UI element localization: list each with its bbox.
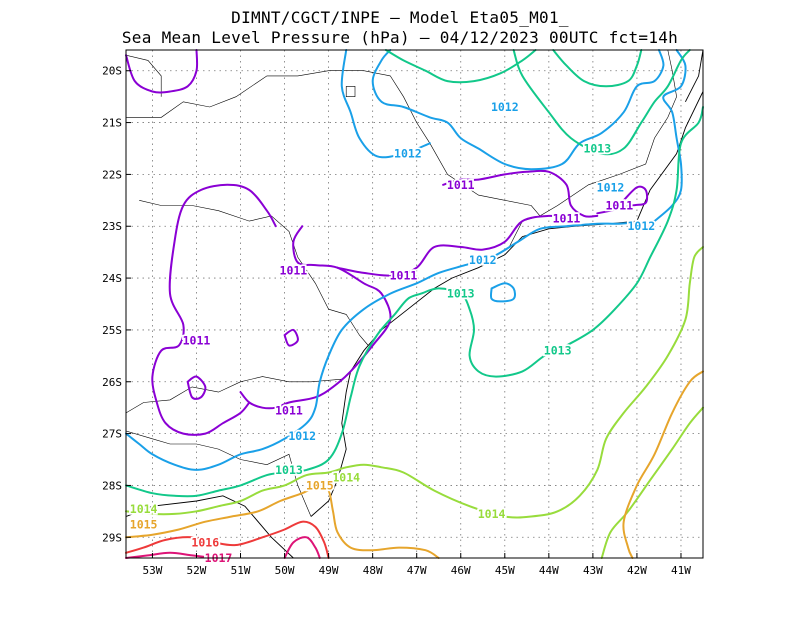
state-line xyxy=(126,70,541,217)
isobar-1011 xyxy=(239,225,392,410)
isobar-1012 xyxy=(653,49,687,223)
isobar-label: 1015 xyxy=(130,517,158,531)
isobar-1016 xyxy=(125,520,330,559)
isobar-label: 1012 xyxy=(469,253,497,267)
isobar-1013 xyxy=(125,106,704,498)
isobar-label: 1016 xyxy=(191,535,219,549)
isobar-1017 xyxy=(283,536,321,559)
lake-line xyxy=(345,86,356,97)
isobar-label: 1012 xyxy=(491,100,519,114)
isobar-1015 xyxy=(622,370,704,559)
isobar-1012 xyxy=(340,49,431,159)
isobar-1011 xyxy=(283,328,299,347)
isobar-1011 xyxy=(442,169,599,218)
isobar-1012 xyxy=(371,49,665,171)
isobar-1012 xyxy=(489,282,516,303)
map-title-line2: Sea Mean Level Pressure (hPa) — 04/12/20… xyxy=(121,28,679,47)
political-borders xyxy=(125,49,704,559)
isobar-label: 1014 xyxy=(332,471,360,485)
lat-tick-label: 26S xyxy=(102,376,122,389)
lon-tick-label: 53W xyxy=(142,564,162,577)
axis-ticks: 53W 52W 51W 50W 49W 48W 47W 46W 45W 44W 43W 42W 41W 2… xyxy=(102,65,691,577)
coast-line xyxy=(684,49,704,103)
isobar-label: 1013 xyxy=(447,287,475,301)
isobar-label: 1011 xyxy=(553,211,581,225)
lon-tick-label: 41W xyxy=(671,564,691,577)
lat-tick-label: 23S xyxy=(102,220,122,233)
isobar-1013 xyxy=(552,49,643,88)
lat-tick-label: 24S xyxy=(102,272,122,285)
coast-line xyxy=(125,495,294,559)
lat-tick-label: 25S xyxy=(102,324,122,337)
lon-tick-label: 46W xyxy=(451,564,471,577)
isobar-label: 1011 xyxy=(605,199,633,213)
lon-tick-label: 45W xyxy=(495,564,515,577)
isobar-label: 1011 xyxy=(447,178,475,192)
lon-tick-label: 49W xyxy=(319,564,339,577)
lon-tick-label: 48W xyxy=(363,564,383,577)
lat-tick-label: 22S xyxy=(102,168,122,181)
state-line xyxy=(125,54,162,97)
lat-tick-label: 20S xyxy=(102,65,122,78)
isobar-label: 1014 xyxy=(478,507,506,521)
lon-tick-label: 47W xyxy=(407,564,427,577)
isobar-label: 1013 xyxy=(544,344,572,358)
isobar-1011 xyxy=(336,214,568,277)
state-line xyxy=(125,430,312,517)
isobar-1011 xyxy=(596,185,649,215)
isobar-labels: 1012 1012 1013 1011 1012 1011 1011 1012 1011 1011… xyxy=(128,98,657,566)
lon-tick-label: 42W xyxy=(627,564,647,577)
lat-tick-label: 29S xyxy=(102,531,122,544)
lat-tick-label: 27S xyxy=(102,428,122,441)
isobar-label: 1014 xyxy=(130,502,158,516)
isobar-label: 1013 xyxy=(583,141,611,155)
isobar-label: 1012 xyxy=(627,219,655,233)
isobar-1014 xyxy=(125,246,704,519)
isobar-label: 1011 xyxy=(183,333,211,347)
state-line xyxy=(139,200,369,346)
map-frame xyxy=(125,49,704,559)
isobar-label: 1015 xyxy=(306,478,334,492)
lat-tick-label: 21S xyxy=(102,117,122,130)
isobar-1011 xyxy=(125,49,199,94)
isobar-1014 xyxy=(600,406,704,559)
map-title-line1: DIMNT/CGCT/INPE — Model Eta05_M01_ xyxy=(231,8,569,27)
lat-tick-label: 28S xyxy=(102,479,122,492)
isobar-1011 xyxy=(186,375,207,400)
isobar-contours xyxy=(125,49,704,559)
state-line xyxy=(539,49,677,217)
isobar-label: 1011 xyxy=(280,263,308,277)
isobar-1013 xyxy=(512,49,691,156)
isobar-label: 1012 xyxy=(394,147,422,161)
isobar-label: 1012 xyxy=(597,180,625,194)
isobar-1012 xyxy=(125,220,656,471)
isobar-1011 xyxy=(151,183,277,436)
isobar-label: 1011 xyxy=(275,403,303,417)
lon-tick-label: 43W xyxy=(583,564,603,577)
isobar-label: 1013 xyxy=(275,463,303,477)
lon-tick-label: 44W xyxy=(539,564,559,577)
lon-tick-label: 52W xyxy=(187,564,207,577)
isobar-1017 xyxy=(125,551,216,559)
isobar-1013 xyxy=(384,49,537,84)
isobar-label: 1012 xyxy=(288,429,316,443)
isobar-1015 xyxy=(125,484,440,559)
lon-tick-label: 51W xyxy=(231,564,251,577)
isobar-label: 1011 xyxy=(390,268,418,282)
lon-tick-label: 50W xyxy=(275,564,295,577)
